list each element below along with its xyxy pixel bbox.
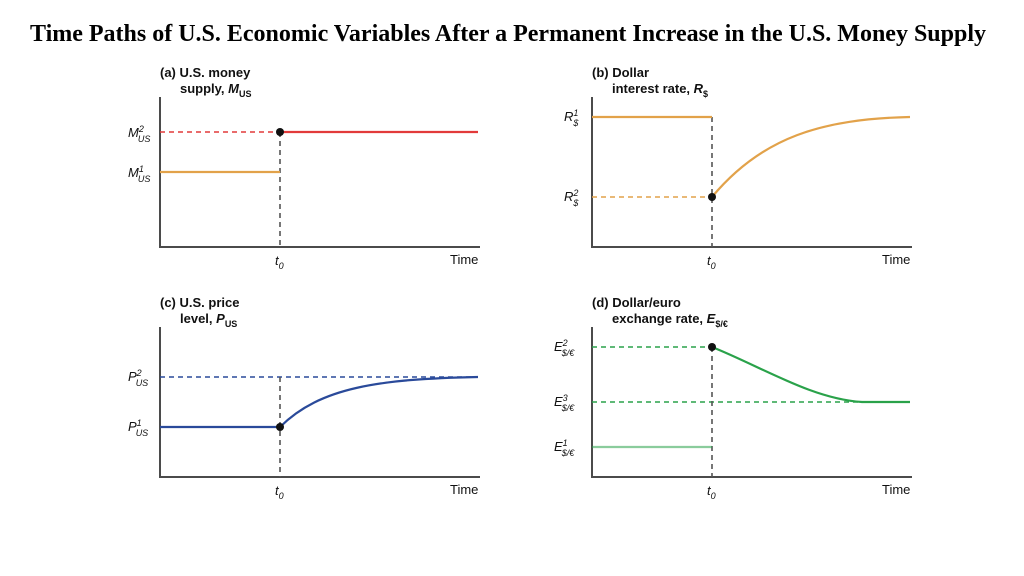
page-title: Time Paths of U.S. Economic Variables Af… — [0, 0, 1024, 57]
panel-d-ytick-e2: E2$/€ — [554, 338, 575, 358]
panel-a-header-line1: (a) U.S. money — [160, 65, 251, 80]
panel-d-ytick-e3: E3$/€ — [554, 393, 575, 413]
panel-c-curve — [280, 377, 478, 427]
panel-b-svg: (b) Dollar interest rate, R$ R1$ R2$ Tim… — [532, 57, 952, 287]
panel-b-dot — [708, 193, 716, 201]
panel-b: (b) Dollar interest rate, R$ R1$ R2$ Tim… — [532, 57, 964, 287]
panel-c-header-line2: level, PUS — [180, 311, 237, 329]
panel-d-header-line1: (d) Dollar/euro — [592, 295, 681, 310]
panel-d-header-line2: exchange rate, E$/€ — [612, 311, 728, 329]
panel-a-ytick-m2: M2US — [128, 124, 150, 144]
panel-c-axes — [160, 327, 480, 477]
panel-c-xlabel: Time — [450, 482, 478, 497]
panel-b-header-line2: interest rate, R$ — [612, 81, 708, 99]
panel-a-svg: (a) U.S. money supply, MUS M1US M2US Tim… — [100, 57, 520, 287]
panel-c-header-line1: (c) U.S. price — [160, 295, 239, 310]
panel-a-dot — [276, 128, 284, 136]
panel-a: (a) U.S. money supply, MUS M1US M2US Tim… — [100, 57, 532, 287]
panel-a-ytick-m1: M1US — [128, 164, 150, 184]
panel-c-dot — [276, 423, 284, 431]
panel-d: (d) Dollar/euro exchange rate, E$/€ E2$/… — [532, 287, 964, 517]
panel-a-header-line2: supply, MUS — [180, 81, 252, 99]
panel-d-xlabel: Time — [882, 482, 910, 497]
chart-grid: (a) U.S. money supply, MUS M1US M2US Tim… — [0, 57, 1024, 517]
panel-b-xlabel: Time — [882, 252, 910, 267]
panel-b-header-line1: (b) Dollar — [592, 65, 649, 80]
panel-a-xlabel: Time — [450, 252, 478, 267]
panel-b-t0: t0 — [707, 253, 716, 271]
panel-d-curve — [712, 347, 910, 402]
panel-c-ytick-p2: P2US — [128, 368, 148, 388]
panel-b-ytick-r2: R2$ — [564, 188, 579, 208]
panel-d-svg: (d) Dollar/euro exchange rate, E$/€ E2$/… — [532, 287, 952, 517]
panel-c-ytick-p1: P1US — [128, 418, 148, 438]
panel-c: (c) U.S. price level, PUS P1US P2US Time… — [100, 287, 532, 517]
panel-d-t0: t0 — [707, 483, 716, 501]
panel-d-ytick-e1: E1$/€ — [554, 438, 575, 458]
panel-b-curve — [712, 117, 910, 197]
panel-c-t0: t0 — [275, 483, 284, 501]
panel-d-dot — [708, 343, 716, 351]
panel-a-t0: t0 — [275, 253, 284, 271]
panel-b-ytick-r1: R1$ — [564, 108, 579, 128]
panel-c-svg: (c) U.S. price level, PUS P1US P2US Time… — [100, 287, 520, 517]
